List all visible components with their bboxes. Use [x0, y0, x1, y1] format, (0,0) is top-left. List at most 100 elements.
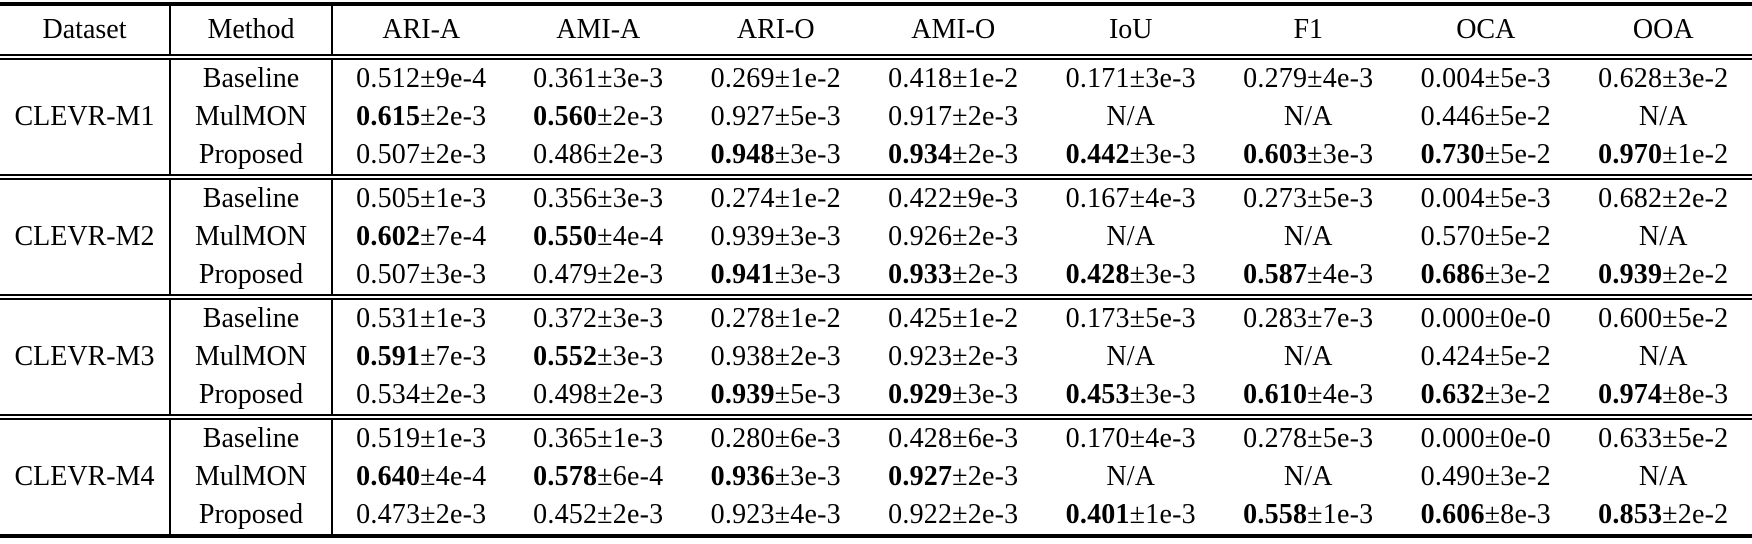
- table-row: CLEVR-M1 Baseline 0.512±9e-4 0.361±3e-3 0.26…: [0, 57, 1752, 177]
- metric-error: 2e-2: [1677, 183, 1729, 214]
- metric-cell-oca: 0.686±3e-2: [1397, 256, 1575, 297]
- metric-error: 4e-3: [790, 499, 841, 530]
- metric-cell-ami-a: 0.365±1e-3: [510, 417, 688, 458]
- metric-error: 1e-3: [612, 423, 664, 454]
- plus-minus-symbol: ±: [1129, 423, 1146, 454]
- metric-error: 3e-3: [1322, 139, 1374, 170]
- metric-value: 0.273: [1243, 183, 1308, 214]
- plus-minus-symbol: ±: [1307, 499, 1323, 530]
- metric-value: 0.004: [1420, 183, 1485, 214]
- plus-minus-symbol: ±: [1662, 499, 1678, 530]
- plus-minus-symbol: ±: [1484, 379, 1501, 410]
- header-row: Dataset Method ARI-A AMI-A ARI-O AMI-O IoU F1 OC…: [0, 4, 1752, 57]
- plus-minus-symbol: ±: [774, 341, 791, 372]
- metric-error: 5e-3: [1500, 183, 1551, 214]
- metric-value: 0.004: [1420, 63, 1485, 94]
- metric-cell-ari-o: 0.936±3e-3: [687, 458, 865, 496]
- plus-minus-symbol: ±: [774, 101, 791, 132]
- metric-error: 2e-3: [967, 461, 1019, 492]
- plus-minus-symbol: ±: [1662, 183, 1678, 214]
- plus-minus-symbol: ±: [420, 303, 436, 334]
- metric-value: 0.938: [710, 341, 775, 372]
- metric-error: 5e-3: [790, 101, 841, 132]
- metric-value: 0.939: [710, 221, 775, 252]
- metric-value: 0.853: [1598, 499, 1663, 530]
- table-row: Proposed 0.507±3e-3 0.479±2e-3 0.941±3e-3 0.…: [0, 256, 1752, 297]
- na-value: N/A: [1106, 101, 1156, 132]
- method-label: Proposed: [170, 376, 333, 417]
- metric-value: 0.923: [710, 499, 775, 530]
- metric-error: 1e-3: [435, 183, 487, 214]
- metric-error: 3e-3: [1145, 139, 1196, 170]
- metric-value: 0.948: [710, 139, 775, 170]
- metric-error: 2e-3: [967, 221, 1019, 252]
- metric-value: 0.498: [533, 379, 598, 410]
- plus-minus-symbol: ±: [952, 499, 968, 530]
- metric-value: 0.603: [1243, 139, 1308, 170]
- metric-value: 0.507: [356, 139, 421, 170]
- method-label: Baseline: [170, 417, 333, 458]
- plus-minus-symbol: ±: [1662, 379, 1678, 410]
- metric-error: 9e-4: [435, 63, 487, 94]
- metric-value: 0.446: [1420, 101, 1485, 132]
- metric-error: 5e-2: [1500, 139, 1551, 170]
- metric-value: 0.425: [888, 303, 953, 334]
- metric-value: 0.633: [1598, 423, 1663, 454]
- metric-cell-ooa: 0.628±3e-2: [1575, 57, 1752, 98]
- plus-minus-symbol: ±: [597, 183, 613, 214]
- metric-cell-f1: N/A: [1220, 98, 1398, 136]
- metric-value: 0.531: [356, 303, 421, 334]
- metric-error: 3e-3: [612, 303, 664, 334]
- metric-error: 9e-3: [967, 183, 1019, 214]
- metric-value: 0.922: [888, 499, 953, 530]
- plus-minus-symbol: ±: [1484, 101, 1501, 132]
- metric-error: 5e-2: [1500, 101, 1551, 132]
- metric-cell-oca: 0.606±8e-3: [1397, 496, 1575, 536]
- metric-cell-ami-o: 0.923±2e-3: [865, 338, 1043, 376]
- metric-cell-ooa: 0.633±5e-2: [1575, 417, 1752, 458]
- metric-error: 2e-3: [435, 379, 487, 410]
- metric-error: 0e-0: [1500, 423, 1551, 454]
- metric-error: 3e-3: [612, 341, 664, 372]
- metric-cell-ooa: 0.970±1e-2: [1575, 136, 1752, 177]
- plus-minus-symbol: ±: [774, 63, 791, 94]
- metric-cell-ari-a: 0.591±7e-3: [332, 338, 510, 376]
- metric-value: 0.428: [888, 423, 953, 454]
- metric-error: 2e-3: [612, 379, 664, 410]
- metric-cell-ari-o: 0.948±3e-3: [687, 136, 865, 177]
- metric-value: 0.632: [1420, 379, 1485, 410]
- metric-cell-ami-o: 0.926±2e-3: [865, 218, 1043, 256]
- metric-value: 0.356: [533, 183, 598, 214]
- metric-error: 2e-3: [612, 499, 664, 530]
- plus-minus-symbol: ±: [1662, 63, 1678, 94]
- metric-cell-iou: 0.171±3e-3: [1042, 57, 1220, 98]
- metric-cell-ari-a: 0.640±4e-4: [332, 458, 510, 496]
- plus-minus-symbol: ±: [774, 259, 791, 290]
- metric-cell-ari-a: 0.512±9e-4: [332, 57, 510, 98]
- metric-error: 5e-3: [1322, 183, 1374, 214]
- metric-cell-ooa: 0.939±2e-2: [1575, 256, 1752, 297]
- metric-error: 1e-2: [790, 183, 841, 214]
- metric-error: 5e-2: [1677, 303, 1729, 334]
- column-header-ooa: OOA: [1632, 14, 1694, 45]
- metric-cell-ari-o: 0.280±6e-3: [687, 417, 865, 458]
- table-row: MulMON 0.615±2e-3 0.560±2e-3 0.927±5e-3 0.91…: [0, 98, 1752, 136]
- metric-value: 0.606: [1420, 499, 1485, 530]
- metric-cell-iou: 0.167±4e-3: [1042, 177, 1220, 218]
- plus-minus-symbol: ±: [952, 183, 968, 214]
- plus-minus-symbol: ±: [774, 183, 791, 214]
- metric-error: 4e-3: [1322, 63, 1374, 94]
- method-label: Proposed: [170, 136, 333, 177]
- metric-error: 1e-3: [435, 423, 487, 454]
- metric-cell-iou: 0.173±5e-3: [1042, 297, 1220, 338]
- plus-minus-symbol: ±: [1307, 63, 1323, 94]
- metric-error: 3e-3: [435, 259, 487, 290]
- metric-cell-f1: N/A: [1220, 458, 1398, 496]
- metric-error: 2e-3: [612, 101, 664, 132]
- method-label: Baseline: [170, 57, 333, 98]
- metric-cell-ari-a: 0.473±2e-3: [332, 496, 510, 536]
- dataset-group-clevr-m3: CLEVR-M3 Baseline 0.531±1e-3 0.372±3e-3 0.27…: [0, 297, 1752, 417]
- metric-cell-oca: 0.000±0e-0: [1397, 297, 1575, 338]
- metric-value: 0.615: [356, 101, 421, 132]
- metric-error: 1e-3: [1322, 499, 1374, 530]
